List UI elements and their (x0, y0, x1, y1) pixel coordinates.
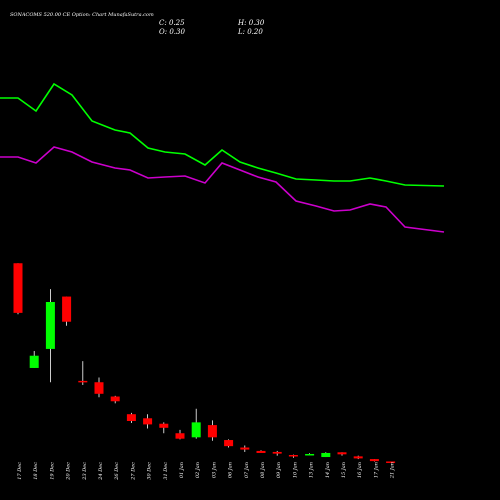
x-tick-label: 17 Jan (373, 462, 379, 478)
x-tick-label: 23 Dec (82, 462, 88, 481)
open-value: O: 0.30 (159, 28, 185, 36)
candle-body (386, 461, 396, 463)
candle-body (337, 452, 347, 455)
x-tick-label: 03 Jan (211, 462, 217, 478)
x-tick-label: 21 Jan (390, 462, 396, 479)
candles (13, 263, 396, 463)
x-tick-label: 06 Jan (228, 462, 234, 478)
candle-body (240, 447, 250, 450)
high-value: H: 0.30 (238, 19, 265, 27)
x-tick-label: 15 Jan (341, 462, 347, 478)
candle-body (159, 423, 169, 428)
series-line-1 (0, 146, 445, 233)
close-value: C: 0.25 (159, 19, 185, 27)
x-tick-label: 01 Jan (179, 462, 185, 478)
x-tick-label: 16 Jan (357, 462, 363, 478)
x-tick-label: 30 Dec (147, 462, 153, 480)
candle-body (175, 433, 185, 439)
x-tick-label: 18 Dec (33, 462, 39, 480)
x-tick-label: 26 Dec (114, 462, 120, 481)
x-tick-label: 24 Dec (98, 462, 104, 481)
candle-body (110, 396, 120, 402)
x-tick-label: 19 Dec (49, 462, 55, 480)
x-tick-label: 17 Dec (17, 462, 23, 480)
x-axis-ticks: 17 Dec 18 Dec 19 Dec 20 Dec 23 Dec 24 Dec 26 D… (17, 462, 396, 481)
x-tick-label: 27 Dec (130, 462, 136, 481)
candle-body (353, 456, 363, 459)
candle-body (369, 459, 379, 462)
x-tick-label: 07 Jan (244, 462, 250, 478)
x-tick-label: 08 Jan (260, 462, 266, 478)
x-tick-label: 02 Jan (195, 462, 201, 478)
low-value: L: 0.20 (238, 28, 263, 36)
candle-body (62, 296, 72, 322)
candle-body (45, 302, 55, 349)
x-tick-label: 14 Jan (325, 462, 331, 478)
candle-body (126, 414, 136, 421)
x-tick-label: 13 Jan (309, 462, 315, 478)
x-tick-label: 10 Jan (292, 462, 298, 478)
x-tick-label: 20 Dec (66, 462, 72, 481)
candle-body (207, 425, 217, 438)
candle-body (143, 418, 153, 425)
candle-body (272, 451, 282, 454)
candle-body (224, 440, 234, 447)
candle-body (321, 452, 331, 458)
candle-body (305, 453, 315, 456)
chart-title: SONACOMS 520.00 CE Option: Chart MunafaS… (10, 12, 154, 18)
candle-body (288, 455, 298, 457)
series-line-0 (0, 82, 445, 187)
x-tick-label: 09 Jan (276, 462, 282, 478)
candle-body (29, 355, 39, 368)
candle-body (94, 382, 104, 394)
candle-body (191, 422, 201, 438)
candle-body (256, 450, 266, 453)
x-tick-label: 31 Dec (163, 462, 169, 480)
candle-body (78, 380, 88, 383)
candle-body (13, 263, 23, 313)
moving-average-lines (0, 82, 445, 233)
